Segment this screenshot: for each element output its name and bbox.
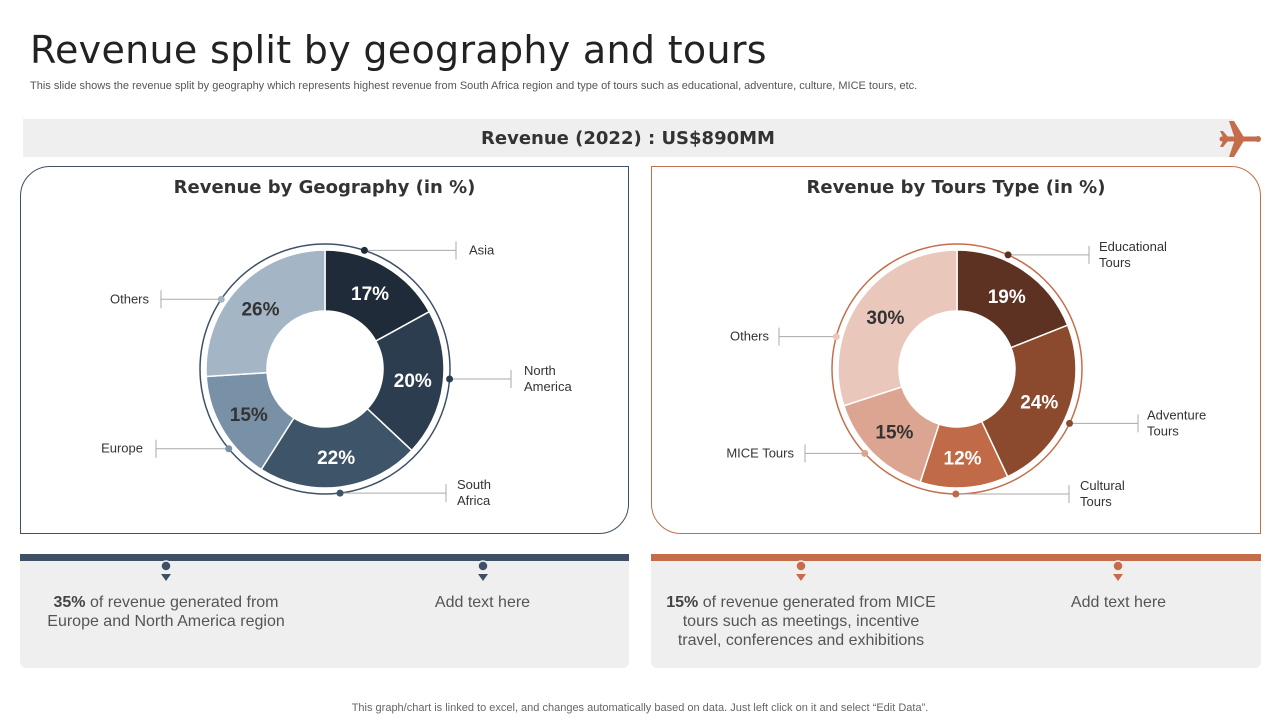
callout-dot [360,246,368,254]
callout-label: Europe [101,441,143,456]
donut-hole [268,312,382,426]
donut-slice[interactable] [956,249,1069,349]
callout-label: Asia [469,242,495,257]
geography-donut-chart[interactable]: 17% Asia 20% North America 22% South Africa 15% E… [21,167,630,535]
slice-value-label: 17% [351,284,389,305]
marker-pin-icon [477,560,489,581]
callout-label: MICE Tours [726,445,794,460]
donut-slice[interactable] [260,407,413,489]
callout-label: North America [524,363,572,394]
page-title: Revenue split by geography and tours [30,28,767,72]
callout-dot [336,489,344,497]
tours-info-text: 15% of revenue generated from MICE tours… [666,594,936,649]
callout-dot [217,295,225,303]
callout-label: Cultural Tours [1080,478,1125,509]
slice-value-label: 20% [394,371,432,392]
donut-slice[interactable] [205,249,326,378]
footer-note: This graph/chart is linked to excel, and… [351,702,929,714]
marker-pin-icon [1112,560,1124,581]
slice-value-label: 22% [317,448,355,469]
callout-label: Adventure Tours [1147,407,1206,438]
tours-chart-title: Revenue by Tours Type (in %) [806,177,1106,198]
slice-value-label: 15% [230,405,268,426]
geography-add-text[interactable]: Add text here [434,594,531,611]
slice-value-label: 30% [866,308,904,329]
callout-label: Others [730,329,770,344]
tours-panel: Revenue by Tours Type (in %) 19% Educatio… [651,166,1261,534]
geography-panel: Revenue by Geography (in %) 17% Asia 20% No… [20,166,629,534]
airplane-icon [1219,121,1261,157]
slice-value-label: 26% [241,299,279,320]
marker-pin-icon [160,560,172,581]
slice-value-label: 19% [988,287,1026,308]
revenue-total-label: Revenue (2022) : US$890MM [481,127,775,149]
tours-info-box: 15% of revenue generated from MICE tours… [651,554,1261,668]
callout-dot [952,490,960,498]
callout-dot [1004,251,1012,259]
geography-info-box: 35% of revenue generated from Europe and… [20,554,629,668]
slice-value-label: 12% [944,448,982,469]
callout-label: Others [110,291,150,306]
callout-label: South Africa [457,477,491,508]
marker-pin-icon [795,560,807,581]
callout-dot [861,449,869,457]
donut-slice[interactable] [366,310,445,452]
slice-value-label: 15% [875,423,913,444]
callout-dot [225,445,233,453]
donut-slice[interactable] [980,324,1077,478]
callout-label: Educational Tours [1099,239,1167,270]
donut-hole [900,312,1014,426]
callout-dot [832,333,840,341]
donut-outer-ring [199,243,451,495]
slice-value-label: 24% [1020,393,1058,414]
donut-slice[interactable] [837,249,958,407]
tours-add-text[interactable]: Add text here [1070,594,1167,611]
geography-info-text: 35% of revenue generated from Europe and… [47,594,285,630]
tours-donut-chart[interactable]: 19% Educational Tours 24% Adventure Tours 12% C… [652,167,1262,535]
callout-dot [446,375,454,383]
callout-dot [1066,419,1074,427]
revenue-total-bar: Revenue (2022) : US$890MM [23,119,1233,157]
geography-chart-title: Revenue by Geography (in %) [173,177,476,198]
page-subtitle: This slide shows the revenue split by ge… [30,80,918,92]
